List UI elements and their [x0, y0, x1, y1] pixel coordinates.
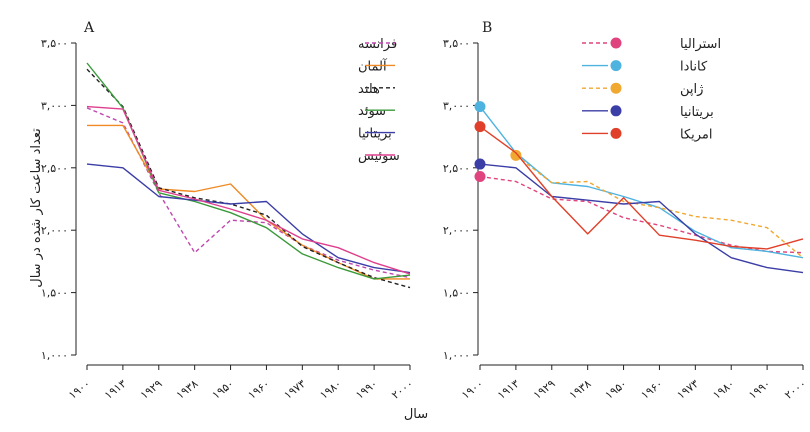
x-axis-title: سال	[404, 407, 428, 422]
y-tick-label: ۳,۰۰۰	[443, 99, 470, 112]
x-tick-label: ۱۹۰۰	[66, 377, 93, 402]
series-start-marker	[474, 121, 486, 133]
x-tick-label: ۱۹۱۳	[102, 377, 129, 402]
legend-label: ژاپن	[680, 82, 703, 97]
legend-swatch-marker	[610, 127, 622, 139]
y-tick-label: ۳,۵۰۰	[41, 37, 68, 50]
x-tick-label: ۱۹۵۰	[603, 377, 630, 402]
legend-label: بریتانیا	[358, 127, 392, 142]
legend-label: استرالیا	[680, 37, 721, 52]
y-tick-label: ۱,۵۰۰	[41, 287, 68, 300]
series-line	[515, 154, 804, 259]
y-tick-label: ۱,۰۰۰	[443, 349, 470, 362]
panel-letter: B	[482, 20, 492, 36]
x-tick-label: ۱۹۵۰	[210, 377, 237, 402]
series-line	[86, 163, 411, 274]
x-tick-label: ۲۰۰۰	[389, 377, 416, 402]
x-tick-label: ۲۰۰۰	[782, 377, 809, 402]
y-tick-label: ۱,۰۰۰	[41, 349, 68, 362]
legend-label: امریکا	[680, 127, 713, 142]
x-tick-label: ۱۹۱۳	[495, 377, 522, 402]
series-line	[479, 106, 804, 259]
y-tick-label: ۲,۵۰۰	[41, 162, 68, 175]
legend-swatch-marker	[610, 37, 622, 49]
series-start-marker	[474, 101, 486, 113]
legend-label: بریتانیا	[680, 105, 714, 120]
y-tick-label: ۳,۰۰۰	[41, 99, 68, 112]
panel-a: A ۱,۰۰۰ ۱,۵۰۰ ۲,۰۰۰ ۲,۵۰۰ ۳,۰۰۰ ۳,۵۰۰ ۱۹۰۰ ۱۹۱۳ ۱…	[41, 20, 416, 402]
x-tick-label: ۱۹۶۰	[639, 377, 666, 402]
series-line	[86, 105, 411, 275]
series-line	[86, 68, 411, 289]
x-tick-label: ۱۹۳۸	[174, 377, 201, 402]
x-tick-label: ۱۹۲۹	[138, 377, 165, 402]
series-start-marker	[474, 171, 486, 183]
legend-swatch-marker	[610, 105, 622, 117]
series-line	[479, 163, 804, 274]
x-tick-label: ۱۹۷۳	[675, 377, 702, 402]
series-start-marker	[474, 158, 486, 170]
y-tick-label: ۲,۰۰۰	[41, 224, 68, 237]
panel-letter: A	[83, 20, 95, 36]
y-tick-label: ۳,۵۰۰	[443, 37, 470, 50]
legend-label: سوئیس	[358, 149, 400, 164]
legend-label: کانادا	[680, 60, 708, 75]
panel-b: B ۱,۰۰۰ ۱,۵۰۰ ۲,۰۰۰ ۲,۵۰۰ ۳,۰۰۰ ۳,۵۰۰ ۱۹۰۰ ۱۹۱۳ ۱…	[443, 20, 809, 402]
legend-label: سوئد	[358, 104, 386, 119]
legend-swatch-marker	[610, 60, 622, 72]
x-tick-label: ۱۹۳۸	[567, 377, 594, 402]
y-axis-title: تعداد ساعت کار شده در سال	[29, 128, 44, 288]
series-line	[479, 126, 804, 250]
series-line	[479, 175, 804, 254]
x-tick-label: ۱۹۷۳	[282, 377, 309, 402]
legend-label: هلند	[358, 82, 380, 97]
x-tick-label: ۱۹۸۰	[317, 377, 344, 402]
series-start-marker	[510, 149, 522, 161]
legend-swatch-marker	[610, 82, 622, 94]
x-tick-label: ۱۹۶۰	[246, 377, 273, 402]
x-tick-label: ۱۹۹۰	[746, 377, 773, 402]
x-tick-label: ۱۹۹۰	[353, 377, 380, 402]
y-tick-label: ۱,۵۰۰	[443, 287, 470, 300]
legend-label: فرانسه	[358, 37, 397, 52]
x-tick-label: ۱۹۲۹	[531, 377, 558, 402]
y-tick-label: ۲,۵۰۰	[443, 162, 470, 175]
x-tick-label: ۱۹۰۰	[459, 377, 486, 402]
y-tick-label: ۲,۰۰۰	[443, 224, 470, 237]
x-tick-label: ۱۹۸۰	[710, 377, 737, 402]
